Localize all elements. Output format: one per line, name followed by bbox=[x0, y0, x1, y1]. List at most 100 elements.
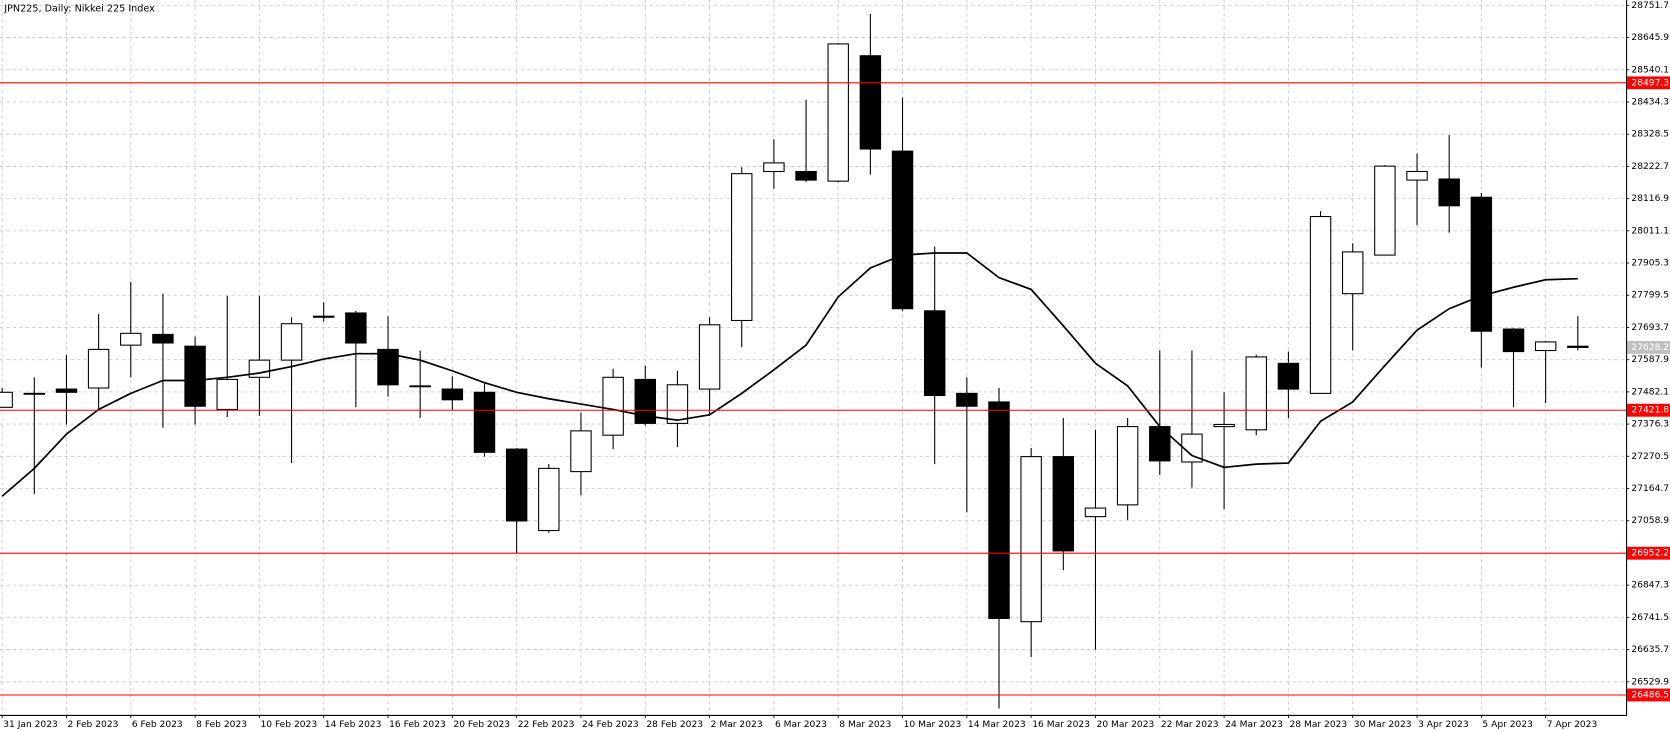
candle-body bbox=[216, 378, 238, 410]
x-tick-label: 20 Feb 2023 bbox=[453, 720, 510, 730]
candle-body bbox=[602, 376, 624, 436]
x-tick-label: 24 Mar 2023 bbox=[1225, 720, 1283, 730]
candle-body bbox=[731, 173, 753, 322]
y-tick-label: 27058.9 bbox=[1631, 516, 1669, 526]
candle-body bbox=[345, 312, 367, 344]
candle-body bbox=[280, 323, 303, 361]
x-tick-label: 8 Feb 2023 bbox=[196, 720, 247, 730]
x-tick-label: 14 Mar 2023 bbox=[968, 720, 1026, 730]
x-tick-label: 2 Mar 2023 bbox=[711, 720, 763, 730]
x-tick-label: 10 Mar 2023 bbox=[904, 720, 962, 730]
y-tick-label: 27799.5 bbox=[1631, 291, 1669, 301]
candle-body bbox=[795, 170, 817, 181]
x-tick-label: 28 Mar 2023 bbox=[1289, 720, 1347, 730]
level-label-bg bbox=[1627, 403, 1670, 417]
candle-body bbox=[312, 315, 335, 318]
x-tick-label: 6 Mar 2023 bbox=[775, 720, 827, 730]
candle-body bbox=[859, 55, 882, 150]
y-tick-label: 27587.9 bbox=[1631, 355, 1669, 365]
candle-body bbox=[473, 391, 496, 453]
y-tick-label: 27482.1 bbox=[1631, 387, 1669, 397]
candle-body bbox=[1149, 426, 1171, 462]
candle-body bbox=[827, 43, 849, 182]
y-tick-label: 28116.9 bbox=[1631, 194, 1669, 204]
x-tick-label: 10 Feb 2023 bbox=[260, 720, 317, 730]
candle-body bbox=[956, 392, 978, 407]
overlay-layer: 28497.3 27421.8 26952.2 26486.5 27628.2 bbox=[0, 76, 1670, 702]
candle-body bbox=[1020, 456, 1042, 623]
candle-body bbox=[0, 391, 13, 408]
level-label-bg bbox=[1627, 76, 1670, 90]
y-tick-label: 26529.9 bbox=[1631, 677, 1669, 687]
candle-body bbox=[988, 401, 1010, 619]
candle-body bbox=[184, 345, 206, 407]
x-tick-label: 3 Apr 2023 bbox=[1418, 720, 1469, 730]
candle-body bbox=[1534, 341, 1557, 352]
candle-body bbox=[409, 385, 431, 388]
level-label-bg bbox=[1627, 546, 1670, 560]
candle-body bbox=[1470, 196, 1493, 332]
candle-body bbox=[87, 348, 110, 389]
x-tick-label: 14 Feb 2023 bbox=[325, 720, 382, 730]
moving-average-line bbox=[1, 252, 1578, 497]
candle-body bbox=[570, 430, 592, 473]
candle-body bbox=[1374, 165, 1396, 256]
y-tick-label: 27376.3 bbox=[1631, 420, 1669, 430]
candle-body bbox=[55, 388, 78, 393]
x-tick-label: 22 Mar 2023 bbox=[1161, 720, 1219, 730]
x-tick-label: 16 Feb 2023 bbox=[389, 720, 446, 730]
candle-body bbox=[1342, 251, 1364, 295]
candle-body bbox=[763, 162, 785, 173]
y-tick-label: 28645.9 bbox=[1631, 33, 1669, 43]
candle-body bbox=[698, 324, 721, 390]
y-tick-label: 28540.1 bbox=[1631, 65, 1669, 75]
candle-body bbox=[1116, 426, 1139, 506]
candle-body bbox=[1567, 345, 1589, 348]
current-price-bg bbox=[1627, 340, 1670, 354]
candle-body bbox=[377, 348, 399, 386]
y-tick-label: 26847.3 bbox=[1631, 581, 1669, 591]
x-tick-label: 7 Apr 2023 bbox=[1547, 720, 1598, 730]
candle-body bbox=[1502, 328, 1525, 353]
y-tick-label: 27905.3 bbox=[1631, 259, 1669, 269]
y-tick-label: 28011.1 bbox=[1631, 226, 1669, 236]
x-tick-label: 28 Feb 2023 bbox=[646, 720, 703, 730]
candle-body bbox=[634, 378, 656, 424]
y-tick-label: 26635.7 bbox=[1631, 645, 1669, 655]
x-tick-label: 22 Feb 2023 bbox=[518, 720, 575, 730]
x-tick-label: 31 Jan 2023 bbox=[3, 720, 58, 730]
x-tick-label: 6 Feb 2023 bbox=[132, 720, 183, 730]
candle-body bbox=[1213, 423, 1235, 428]
y-tick-label: 26741.5 bbox=[1631, 613, 1669, 623]
marks-layer bbox=[0, 13, 1589, 709]
x-tick-label: 5 Apr 2023 bbox=[1482, 720, 1533, 730]
candle-body bbox=[1052, 456, 1075, 552]
candle-body bbox=[23, 392, 46, 395]
y-tick-label: 28222.7 bbox=[1631, 162, 1669, 172]
y-tick-label: 28434.3 bbox=[1631, 97, 1669, 107]
y-tick-label: 28751.7 bbox=[1631, 1, 1669, 11]
candle-body bbox=[441, 388, 464, 401]
candle-body bbox=[1181, 433, 1203, 463]
candle-body bbox=[120, 332, 142, 346]
current-price-label: 27628.2 bbox=[1631, 343, 1669, 353]
candle-body bbox=[538, 467, 560, 532]
candle-body bbox=[1406, 170, 1428, 181]
candle-body bbox=[1309, 215, 1332, 394]
candle-body bbox=[1438, 178, 1460, 207]
candle-body bbox=[666, 384, 689, 424]
level-label: 27421.8 bbox=[1631, 406, 1669, 416]
x-tick-label: 24 Feb 2023 bbox=[582, 720, 639, 730]
candle-body bbox=[891, 150, 914, 310]
candle-body bbox=[1277, 362, 1300, 390]
y-tick-label: 27164.7 bbox=[1631, 484, 1669, 494]
candle-body bbox=[1245, 356, 1267, 431]
x-tick-label: 8 Mar 2023 bbox=[839, 720, 891, 730]
y-tick-label: 27693.7 bbox=[1631, 323, 1669, 333]
x-tick-label: 2 Feb 2023 bbox=[68, 720, 119, 730]
x-tick-label: 30 Mar 2023 bbox=[1354, 720, 1412, 730]
candle-body bbox=[505, 448, 528, 522]
